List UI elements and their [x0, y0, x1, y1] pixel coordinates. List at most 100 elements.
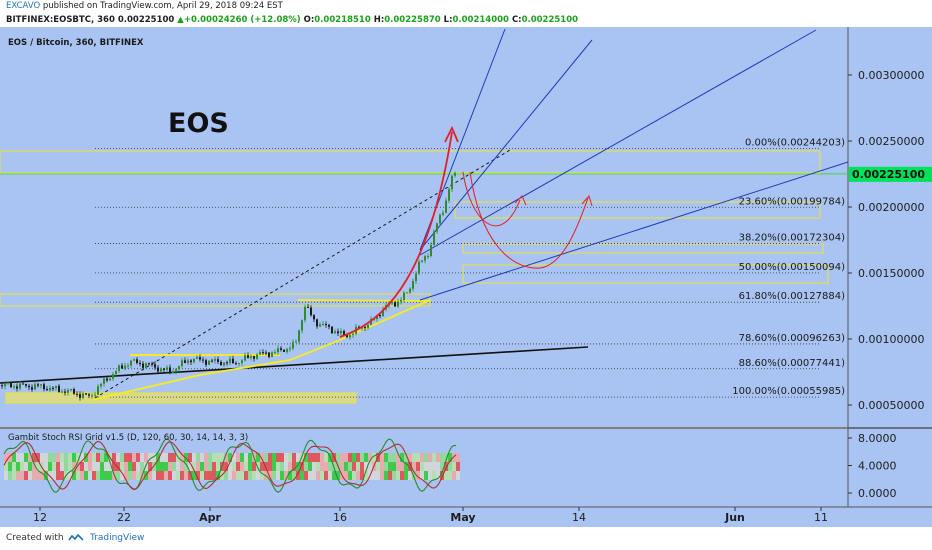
osc-grid-cell — [44, 462, 48, 471]
osc-grid-cell — [300, 462, 304, 471]
candle-body — [118, 365, 120, 371]
price-change: +0.00024260 (+12.08%) — [183, 15, 301, 25]
osc-grid-cell — [384, 462, 388, 471]
price-chart[interactable]: 0.00%(0.00244203) 23.60%(0.00199784) 38.20… — [0, 27, 932, 527]
publisher-name[interactable]: EXCAVO — [6, 1, 41, 11]
osc-grid-cell — [236, 471, 240, 480]
osc-grid-cell — [416, 462, 420, 471]
osc-grid-cell — [404, 462, 408, 471]
osc-grid-cell — [48, 471, 52, 480]
candle-body — [265, 352, 267, 354]
candle-body — [16, 386, 18, 389]
osc-grid-cell — [52, 462, 56, 471]
candle-body — [409, 288, 411, 293]
candle-body — [136, 359, 138, 363]
osc-grid-cell — [424, 462, 428, 471]
zone-fib-500 — [462, 264, 829, 284]
osc-grid-cell — [56, 462, 60, 471]
osc-grid-cell — [16, 462, 20, 471]
osc-grid-cell — [72, 462, 76, 471]
osc-grid-cell — [400, 462, 404, 471]
osc-grid-cell — [452, 453, 456, 462]
osc-grid-cell — [256, 462, 260, 471]
osc-grid-cell — [92, 471, 96, 480]
osc-grid-cell — [448, 462, 452, 471]
osc-grid-cell — [160, 471, 164, 480]
osc-grid-cell — [196, 453, 200, 462]
osc-grid-cell — [236, 453, 240, 462]
osc-grid-cell — [228, 462, 232, 471]
candle-body — [325, 324, 327, 326]
candle-body — [10, 382, 12, 388]
osc-grid-cell — [32, 453, 36, 462]
osc-grid-cell — [32, 462, 36, 471]
osc-grid-cell — [44, 471, 48, 480]
red-projection-curve — [339, 131, 453, 338]
osc-grid-cell — [360, 462, 364, 471]
candle-body — [298, 330, 300, 342]
candle-body — [151, 363, 153, 365]
osc-grid-cell — [188, 462, 192, 471]
osc-grid-cell — [116, 471, 120, 480]
candle-body — [142, 363, 144, 368]
osc-grid-cell — [424, 453, 428, 462]
osc-grid-cell — [276, 453, 280, 462]
oscillator-layer — [3, 438, 460, 493]
candle-body — [22, 383, 24, 385]
osc-grid-cell — [368, 453, 372, 462]
candle-body — [139, 362, 141, 364]
osc-grid-cell — [240, 453, 244, 462]
osc-grid-cell — [444, 462, 448, 471]
osc-grid-cell — [300, 471, 304, 480]
osc-grid-cell — [388, 453, 392, 462]
published-text: published on TradingView.com, April 29, … — [40, 1, 283, 11]
osc-grid-cell — [456, 453, 460, 462]
osc-grid-cell — [232, 462, 236, 471]
candle-body — [313, 315, 315, 320]
candle-body — [331, 326, 333, 334]
candle-body — [301, 320, 303, 331]
osc-grid-cell — [184, 471, 188, 480]
candle-body — [421, 260, 423, 262]
candle-body — [58, 385, 60, 392]
osc-grid-cell — [276, 471, 280, 480]
time-tick-label: May — [450, 511, 475, 524]
osc-grid-cell — [16, 453, 20, 462]
osc-grid-cell — [4, 453, 8, 462]
candle-body — [430, 244, 432, 257]
osc-grid-cell — [280, 471, 284, 480]
osc-grid-cell — [128, 462, 132, 471]
osc-grid-cell — [52, 471, 56, 480]
candle-body — [295, 341, 297, 343]
osc-grid-cell — [428, 453, 432, 462]
osc-grid-cell — [220, 453, 224, 462]
osc-grid-cell — [392, 453, 396, 462]
osc-grid-cell — [396, 453, 400, 462]
osc-grid-cell — [272, 453, 276, 462]
zone-top — [0, 150, 821, 174]
osc-grid-cell — [116, 453, 120, 462]
osc-grid-cell — [308, 471, 312, 480]
candle-body — [175, 369, 177, 372]
osc-grid-cell — [436, 471, 440, 480]
candle-body — [451, 175, 453, 190]
osc-grid-cell — [364, 462, 368, 471]
osc-grid-cell — [68, 453, 72, 462]
osc-grid-cell — [112, 462, 116, 471]
tradingview-brand[interactable]: TradingView — [90, 533, 145, 543]
osc-grid-cell — [192, 462, 196, 471]
osc-grid-cell — [428, 471, 432, 480]
osc-grid-cell — [328, 471, 332, 480]
osc-grid-cell — [284, 471, 288, 480]
candle-body — [130, 360, 132, 366]
osc-grid-cell — [316, 462, 320, 471]
zone-bottom — [5, 392, 357, 404]
osc-grid-cell — [88, 471, 92, 480]
candle-body — [193, 358, 195, 363]
chart-title: EOS / Bitcoin, 360, BITFINEX — [8, 38, 144, 48]
osc-grid-cell — [228, 471, 232, 480]
osc-grid-cell — [364, 471, 368, 480]
osc-grid-cell — [292, 453, 296, 462]
osc-grid-cell — [304, 471, 308, 480]
candle-body — [13, 386, 15, 388]
